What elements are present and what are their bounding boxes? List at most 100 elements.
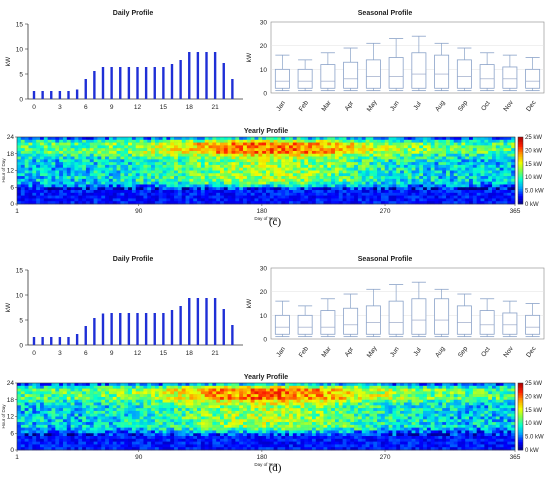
yearly-heat-cell	[373, 148, 378, 152]
yearly-heat-cell	[342, 190, 347, 194]
yearly-heat-cell	[453, 159, 458, 163]
yearly-heat-cell	[342, 201, 347, 205]
yearly-heat-cell	[342, 198, 347, 202]
yearly-heat-cell	[28, 178, 33, 182]
yearly-heat-cell	[488, 164, 493, 169]
yearly-heat-cell	[319, 383, 324, 387]
daily-bar	[93, 318, 96, 345]
yearly-heat-cell	[434, 405, 439, 409]
yearly-heat-cell	[66, 201, 71, 205]
yearly-heat-cell	[476, 139, 481, 143]
yearly-heat-cell	[426, 176, 432, 180]
yearly-heat-cell	[208, 402, 213, 406]
yearly-heat-cell	[449, 385, 455, 389]
daily-xtick-label: 0	[32, 350, 36, 357]
yearly-heat-cell	[273, 150, 278, 155]
yearly-heat-cell	[166, 394, 171, 398]
yearly-heat-cell	[430, 388, 435, 392]
yearly-heat-cell	[216, 137, 221, 141]
yearly-heat-cell	[377, 156, 382, 160]
yearly-heat-cell	[273, 383, 278, 387]
yearly-heat-cell	[85, 173, 91, 177]
yearly-heat-cell	[334, 408, 340, 412]
yearly-heat-cell	[135, 150, 140, 155]
yearly-heat-cell	[204, 394, 209, 398]
yearly-heat-cell	[147, 396, 152, 401]
yearly-heat-cell	[93, 162, 98, 166]
yearly-heat-cell	[47, 388, 52, 392]
yearly-heat-cell	[304, 195, 309, 199]
yearly-heat-cell	[243, 413, 248, 417]
yearly-heat-cell	[476, 405, 481, 409]
yearly-heat-cell	[139, 396, 144, 401]
yearly-heat-cell	[269, 145, 274, 149]
yearly-heat-cell	[319, 156, 324, 160]
yearly-heat-cell	[323, 385, 328, 389]
seasonal-month-label: Dec	[525, 345, 538, 359]
yearly-heat-cell	[189, 145, 194, 149]
yearly-heat-cell	[472, 150, 477, 155]
yearly-heat-cell	[185, 139, 190, 143]
yearly-heat-cell	[227, 396, 232, 401]
yearly-heat-cell	[319, 145, 324, 149]
yearly-heat-cell	[426, 198, 432, 202]
yearly-heat-cell	[66, 153, 71, 157]
yearly-heat-cell	[197, 137, 202, 141]
yearly-heat-cell	[400, 184, 405, 188]
yearly-heat-cell	[469, 399, 474, 403]
yearly-heat-cell	[338, 181, 343, 185]
yearly-heat-cell	[377, 201, 382, 205]
yearly-heat-cell	[82, 405, 87, 409]
yearly-heat-cell	[20, 187, 25, 191]
yearly-heat-cell	[39, 383, 45, 387]
yearly-heat-cell	[503, 137, 508, 141]
yearly-heat-cell	[200, 187, 206, 191]
yearly-heat-cell	[423, 190, 428, 194]
colorbar-segment	[518, 162, 523, 165]
yearly-heat-cell	[480, 178, 485, 182]
yearly-heat-cell	[354, 145, 359, 149]
yearly-heat-cell	[503, 408, 508, 412]
yearly-heat-cell	[154, 410, 160, 415]
yearly-heat-cell	[331, 150, 336, 155]
yearly-heat-cell	[204, 385, 209, 389]
yearly-heat-cell	[446, 405, 451, 409]
yearly-heat-cell	[403, 198, 409, 202]
yearly-heat-cell	[28, 192, 33, 196]
yearly-heat-cell	[277, 148, 282, 152]
yearly-heat-cell	[154, 385, 160, 389]
yearly-heat-cell	[131, 137, 137, 141]
daily-ytick-label: 0	[19, 343, 23, 350]
yearly-heat-cell	[55, 137, 60, 141]
yearly-heat-cell	[346, 396, 351, 401]
yearly-heat-cell	[407, 410, 412, 415]
yearly-heat-cell	[442, 176, 447, 180]
yearly-heat-cell	[446, 159, 451, 163]
yearly-heat-cell	[304, 173, 309, 177]
yearly-heat-cell	[105, 173, 110, 177]
yearly-heat-cell	[453, 405, 458, 409]
yearly-heat-cell	[365, 184, 370, 188]
yearly-heat-cell	[120, 410, 125, 415]
yearly-heat-cell	[472, 139, 477, 143]
yearly-heat-cell	[365, 385, 370, 389]
yearly-heat-cell	[434, 139, 439, 143]
yearly-heat-cell	[446, 178, 451, 182]
yearly-heat-cell	[492, 410, 497, 415]
yearly-heat-cell	[449, 383, 455, 387]
yearly-heat-cell	[308, 383, 313, 387]
yearly-heat-cell	[97, 137, 102, 141]
yearly-heat-cell	[105, 162, 110, 166]
yearly-heat-cell	[166, 408, 171, 412]
yearly-heat-cell	[82, 159, 87, 163]
yearly-heat-cell	[262, 190, 267, 194]
yearly-heat-cell	[262, 383, 267, 387]
yearly-heat-cell	[220, 145, 225, 149]
yearly-heat-cell	[220, 190, 225, 194]
yearly-heat-cell	[461, 145, 466, 149]
yearly-heat-cell	[154, 184, 160, 188]
yearly-heat-cell	[484, 187, 489, 191]
yearly-heat-cell	[392, 139, 397, 143]
yearly-heat-cell	[304, 176, 309, 180]
yearly-heat-cell	[281, 399, 286, 403]
